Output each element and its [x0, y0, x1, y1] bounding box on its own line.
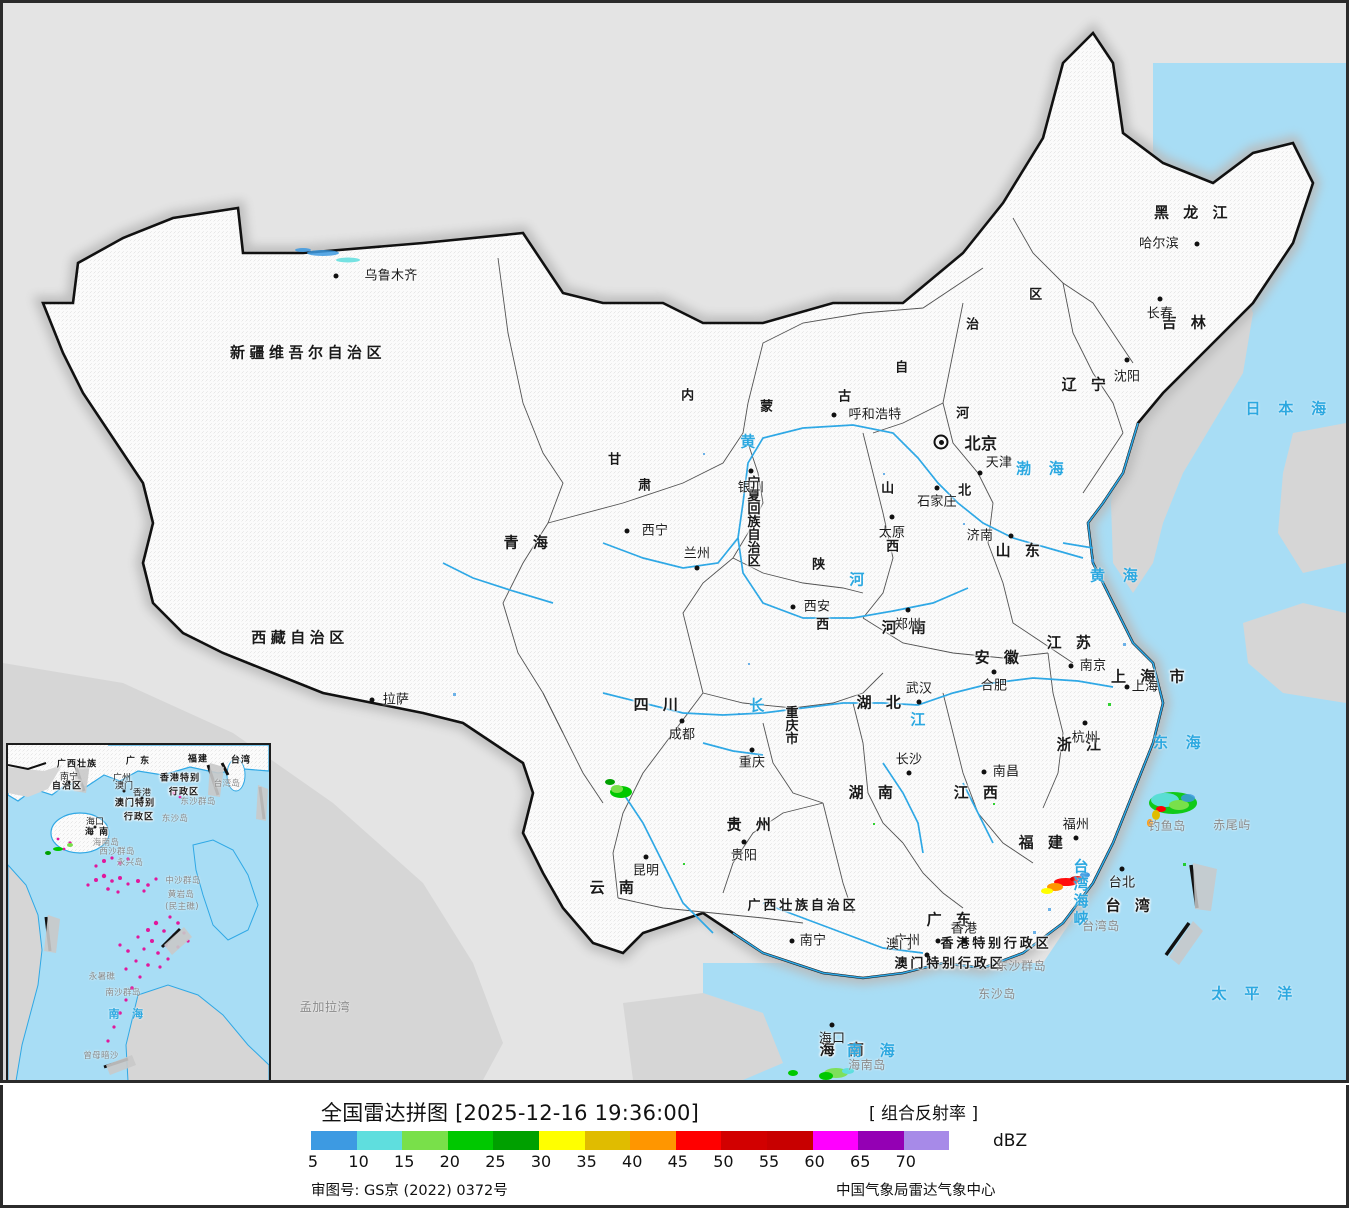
city-marker	[748, 468, 754, 474]
colorbar-swatch	[356, 1131, 403, 1150]
city-marker	[643, 854, 649, 860]
japan-south-landmass	[1243, 603, 1346, 703]
dbz-tick: 10	[348, 1152, 369, 1171]
city-marker	[961, 938, 967, 944]
colorbar-swatch	[766, 1131, 813, 1150]
dbz-tick: 35	[576, 1152, 597, 1171]
dbz-tick: 45	[667, 1152, 688, 1171]
dbz-tick: 50	[713, 1152, 734, 1171]
city-marker	[981, 769, 987, 775]
city-marker	[789, 938, 795, 944]
inset-map-graphic	[8, 745, 269, 1080]
indochina-landmass	[623, 993, 783, 1080]
colorbar-swatch	[584, 1131, 631, 1150]
colorbar-swatch	[675, 1131, 722, 1150]
dbz-tick-labels: 5 10 15 20 25 30 35 40 45 50 55 60 65 70	[307, 1152, 1011, 1174]
inset-city-marker	[120, 781, 124, 785]
city-marker	[1157, 296, 1163, 302]
city-marker	[1124, 684, 1130, 690]
city-marker	[1119, 866, 1125, 872]
rivers	[442, 424, 1114, 954]
inset-city-marker	[67, 780, 71, 784]
city-marker	[916, 699, 922, 705]
radar-echo-layer	[295, 248, 1197, 1080]
city-marker	[679, 718, 685, 724]
inset-city-marker	[140, 796, 144, 800]
city-marker	[1073, 835, 1079, 841]
city-marker	[333, 273, 339, 279]
colorbar-swatch	[447, 1131, 494, 1150]
city-marker	[924, 952, 930, 958]
city-marker	[1124, 357, 1130, 363]
map-title: 全国雷达拼图 [2025-12-16 19:36:00]	[321, 1101, 699, 1125]
city-marker	[1068, 663, 1074, 669]
product-type-label: [ 组合反射率 ]	[869, 1104, 979, 1124]
colorbar-swatch	[630, 1131, 676, 1150]
city-marker	[741, 839, 747, 845]
city-marker	[1008, 533, 1014, 539]
colorbar-swatch	[402, 1131, 448, 1150]
dbz-tick: 55	[758, 1152, 780, 1171]
province-boundaries	[497, 217, 1134, 924]
dbz-tick: 5	[307, 1152, 319, 1171]
issuing-agency: 中国气象局雷达气象中心	[836, 1183, 996, 1199]
inset-city-marker	[122, 789, 126, 793]
inset-echo	[45, 843, 73, 855]
city-marker	[991, 669, 997, 675]
city-marker	[905, 607, 911, 613]
colorbar-swatch	[311, 1131, 357, 1150]
city-marker	[694, 565, 700, 571]
echo-tianshan	[295, 248, 360, 263]
dbz-tick: 15	[394, 1152, 415, 1171]
dbz-tick: 40	[622, 1152, 643, 1171]
dbz-tick: 30	[530, 1152, 552, 1171]
echo-fujian-coast	[1041, 872, 1090, 894]
city-marker	[1082, 720, 1088, 726]
echo-hainan	[788, 1068, 854, 1080]
dbz-tick: 20	[439, 1152, 460, 1171]
city-marker	[624, 528, 630, 534]
colorbar-swatch	[903, 1131, 950, 1150]
map-panel[interactable]: 新疆维吾尔自治区 西藏自治区青 海甘肃内蒙古自治区黑 龙 江吉 林辽 宁河北山西山…	[0, 0, 1349, 1083]
capital-marker	[933, 434, 949, 450]
colorbar-swatch	[858, 1131, 904, 1150]
city-marker	[906, 770, 912, 776]
dbz-tick: 70	[895, 1152, 916, 1171]
city-marker	[829, 1022, 835, 1028]
colorbar-swatch	[493, 1131, 539, 1150]
city-marker	[889, 514, 895, 520]
city-marker	[935, 938, 941, 944]
map-approval-number: 审图号: GS京 (2022) 0372号	[311, 1183, 508, 1199]
city-marker	[934, 485, 940, 491]
city-marker	[977, 470, 983, 476]
city-marker	[790, 604, 796, 610]
dbz-tick: 65	[850, 1152, 871, 1171]
south-china-sea-inset[interactable]: 广西壮族 自治区广 东福建 台湾 香港特别 行政区 澳门特别 行政区海 南南宁 广州 澳门 香港海…	[6, 743, 271, 1080]
dbz-unit-label: dBZ	[993, 1131, 1028, 1151]
japan-landmass	[1278, 423, 1346, 573]
dbz-tick: 60	[804, 1152, 825, 1171]
inset-city-marker	[93, 825, 97, 829]
city-marker	[831, 412, 837, 418]
echo-taiwan-strait	[1147, 792, 1197, 827]
dbz-colorbar[interactable]	[311, 1131, 950, 1150]
legend-title-row: 全国雷达拼图 [2025-12-16 19:36:00] [ 组合反射率 ]	[3, 1097, 1346, 1125]
city-marker	[749, 747, 755, 753]
colorbar-swatch	[721, 1131, 767, 1150]
colorbar-swatch	[538, 1131, 585, 1150]
city-marker	[369, 697, 375, 703]
colorbar-swatch	[812, 1131, 859, 1150]
echo-scattered	[453, 453, 1126, 934]
city-marker	[1194, 241, 1200, 247]
dbz-tick: 25	[485, 1152, 506, 1171]
coastline	[732, 422, 1164, 979]
echo-sichuan-yunnan	[605, 779, 632, 798]
reef-marks	[56, 789, 190, 1043]
